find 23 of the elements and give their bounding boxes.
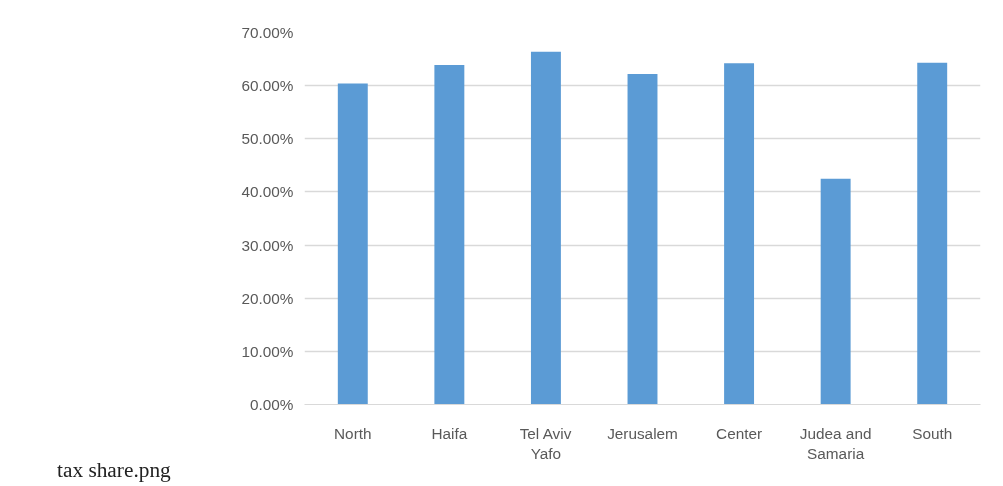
bar: [434, 64, 465, 405]
y-tick-label: 70.00%: [241, 24, 294, 41]
y-tick-label: 10.00%: [241, 342, 294, 360]
bar: [724, 63, 755, 405]
bar: [530, 51, 561, 405]
y-tick-label: 0.00%: [250, 396, 294, 413]
y-tick-label: 60.00%: [241, 77, 294, 95]
bar: [820, 178, 851, 405]
y-tick-label: 30.00%: [241, 236, 294, 254]
bar: [627, 73, 658, 405]
y-tick-label: 50.00%: [241, 130, 294, 148]
bar: [917, 62, 948, 405]
x-tick-label: Jerusalem: [607, 424, 678, 442]
x-tick-label: Judea and Samaria: [799, 424, 872, 462]
y-tick-label: 20.00%: [241, 289, 294, 307]
x-tick-label: Center: [716, 424, 763, 442]
x-tick-label: South: [912, 424, 953, 442]
bar: [337, 83, 368, 405]
x-tick-label: Haifa: [431, 424, 468, 442]
text: tax share.png: [57, 457, 171, 484]
x-tick-label: North: [334, 424, 372, 442]
y-tick-label: 40.00%: [241, 183, 294, 201]
x-tick-label: Tel Aviv Yafo: [519, 424, 572, 462]
